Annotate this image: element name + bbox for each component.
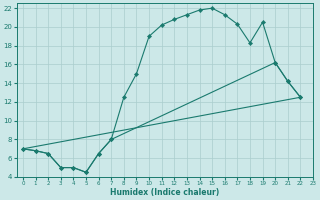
- X-axis label: Humidex (Indice chaleur): Humidex (Indice chaleur): [110, 188, 220, 197]
